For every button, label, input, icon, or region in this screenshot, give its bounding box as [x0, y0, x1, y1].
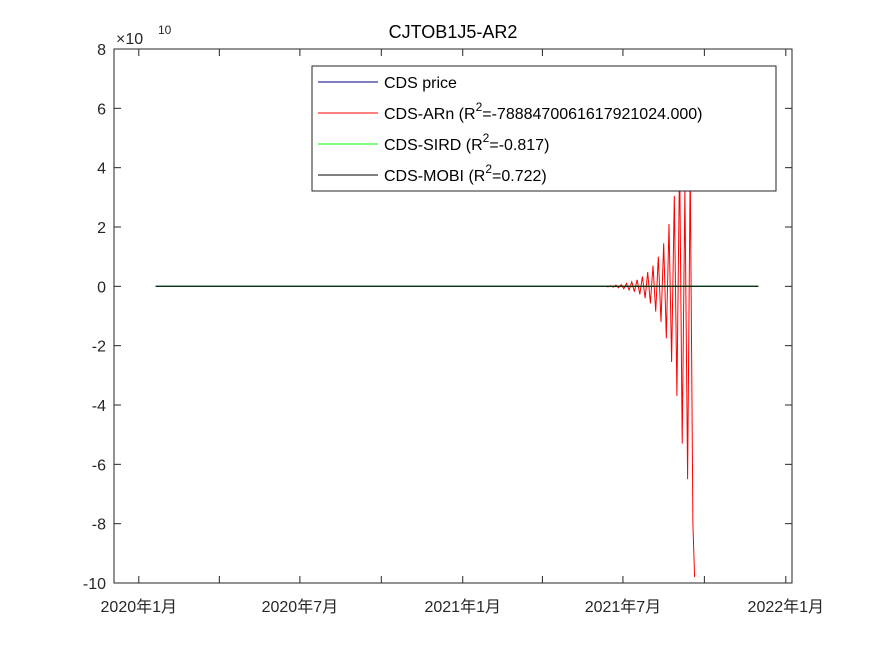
y-tick-label: 6	[97, 101, 106, 118]
y-tick-label: -10	[83, 576, 106, 593]
legend: CDS price CDS-ARn (R2=-788847006161792102…	[311, 65, 777, 192]
x-tick-label: 2021年1月	[424, 598, 501, 616]
y-exponent-base: ×10	[116, 31, 143, 48]
y-exponent-power: 10	[158, 23, 172, 37]
y-tick-label: 2	[97, 220, 106, 237]
y-tick-label: -2	[92, 339, 106, 356]
y-tick-label: 8	[97, 42, 106, 59]
series-line-cds-arn	[605, 155, 696, 578]
y-exponent-label: ×10 10	[116, 23, 172, 48]
x-tick-label: 2022年1月	[748, 598, 825, 616]
axes-border	[113, 48, 793, 584]
axes-box	[113, 48, 793, 584]
legend-label: CDS-ARn (R2=-7888470061617921024.000)	[384, 100, 702, 123]
series-layer	[155, 155, 759, 578]
y-tick-label: 4	[97, 161, 106, 178]
y-tick-label: -4	[92, 398, 106, 415]
legend-label: CDS-MOBI (R2=0.722)	[384, 162, 547, 185]
x-tick-label: 2020年7月	[262, 598, 339, 616]
y-tick-label: 0	[97, 279, 106, 296]
x-tick-label: 2021年7月	[585, 598, 662, 616]
legend-label: CDS price	[384, 75, 457, 92]
y-tick-label: -8	[92, 517, 106, 534]
axes: 8 6 4 2 0 -2 -4 -6 -8 -10 2020年1月 2020年7月 2021年1月 202…	[83, 42, 824, 616]
y-tick-label: -6	[92, 457, 106, 474]
legend-box	[311, 65, 777, 192]
chart-title: CJTOB1J5-AR2	[389, 22, 518, 42]
legend-label: CDS-SIRD (R2=-0.817)	[384, 131, 549, 154]
x-tick-label: 2020年1月	[101, 598, 178, 616]
